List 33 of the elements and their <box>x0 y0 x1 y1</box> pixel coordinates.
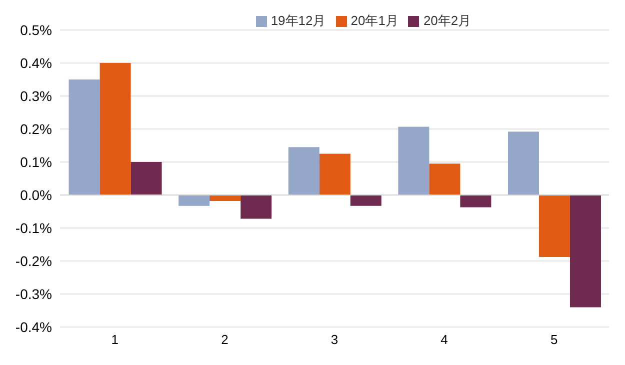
bar <box>288 147 320 195</box>
bar <box>68 80 100 195</box>
bar <box>460 195 492 208</box>
bar <box>319 154 350 195</box>
x-tick-label: 1 <box>111 332 119 348</box>
y-tick-label: 0.0% <box>20 186 52 203</box>
bar <box>210 195 241 201</box>
x-tick-label: 2 <box>221 332 228 348</box>
x-tick-label: 5 <box>550 332 558 348</box>
bar <box>178 195 210 206</box>
y-tick-label: -0.3% <box>15 286 52 302</box>
bar <box>398 126 430 195</box>
y-tick-label: -0.1% <box>15 220 52 236</box>
x-tick-label: 3 <box>330 332 338 348</box>
y-tick-label: 0.5% <box>20 22 52 38</box>
x-tick-label: 4 <box>440 332 448 348</box>
bar <box>130 162 162 195</box>
bar <box>350 195 382 206</box>
legend-label: 20年2月 <box>423 13 472 28</box>
y-tick-label: 0.4% <box>20 54 52 71</box>
bar <box>570 195 601 308</box>
y-tick-label: -0.2% <box>15 252 52 269</box>
bar <box>100 63 131 195</box>
bar <box>538 195 570 258</box>
y-tick-label: -0.4% <box>15 318 52 335</box>
legend-label: 20年1月 <box>350 13 398 28</box>
bar <box>429 164 460 195</box>
y-tick-label: 0.3% <box>20 88 52 104</box>
y-tick-label: 0.1% <box>20 154 52 170</box>
y-tick-label: 0.2% <box>20 120 52 137</box>
bar <box>508 132 539 195</box>
legend-label: 19年12月 <box>270 13 326 28</box>
bar <box>240 195 272 219</box>
